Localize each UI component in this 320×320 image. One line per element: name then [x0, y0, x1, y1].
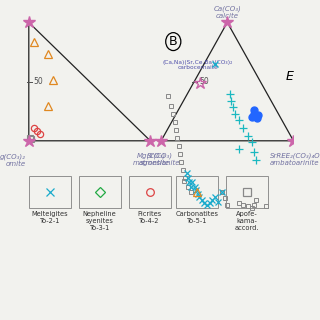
Text: Melteigites
To-2-1: Melteigites To-2-1: [31, 211, 68, 224]
Bar: [176, 176, 218, 208]
Text: SrREE₂(CO₃)₄O
ambatoarinite: SrREE₂(CO₃)₄O ambatoarinite: [269, 152, 320, 165]
Text: 50: 50: [199, 77, 209, 86]
Text: Carbonatites
To-5-1: Carbonatites To-5-1: [175, 211, 219, 224]
Text: (Ca,Na)(Sr,Ce,Ba)(CO₃)₂
carbocernaite: (Ca,Na)(Sr,Ce,Ba)(CO₃)₂ carbocernaite: [162, 60, 233, 70]
Text: E: E: [285, 70, 293, 83]
Text: B: B: [169, 35, 178, 48]
Text: g(CO₃)₂
omite: g(CO₃)₂ omite: [0, 154, 26, 167]
Bar: [29, 176, 71, 208]
Text: Picrites
To-4-2: Picrites To-4-2: [138, 211, 162, 224]
Text: Sr(CO₃)
strontianite: Sr(CO₃) strontianite: [140, 152, 180, 165]
Bar: [226, 176, 268, 208]
Text: Nepheline
syenites
To-3-1: Nepheline syenites To-3-1: [83, 211, 116, 231]
Text: Ca(CO₃)
calcite: Ca(CO₃) calcite: [213, 6, 241, 19]
Text: Mg(CO₃)
magnesite: Mg(CO₃) magnesite: [133, 152, 170, 166]
Bar: [129, 176, 171, 208]
Text: Apofe-
kama-
accord.: Apofe- kama- accord.: [235, 211, 259, 231]
Bar: [79, 176, 121, 208]
Text: 50: 50: [34, 77, 44, 86]
